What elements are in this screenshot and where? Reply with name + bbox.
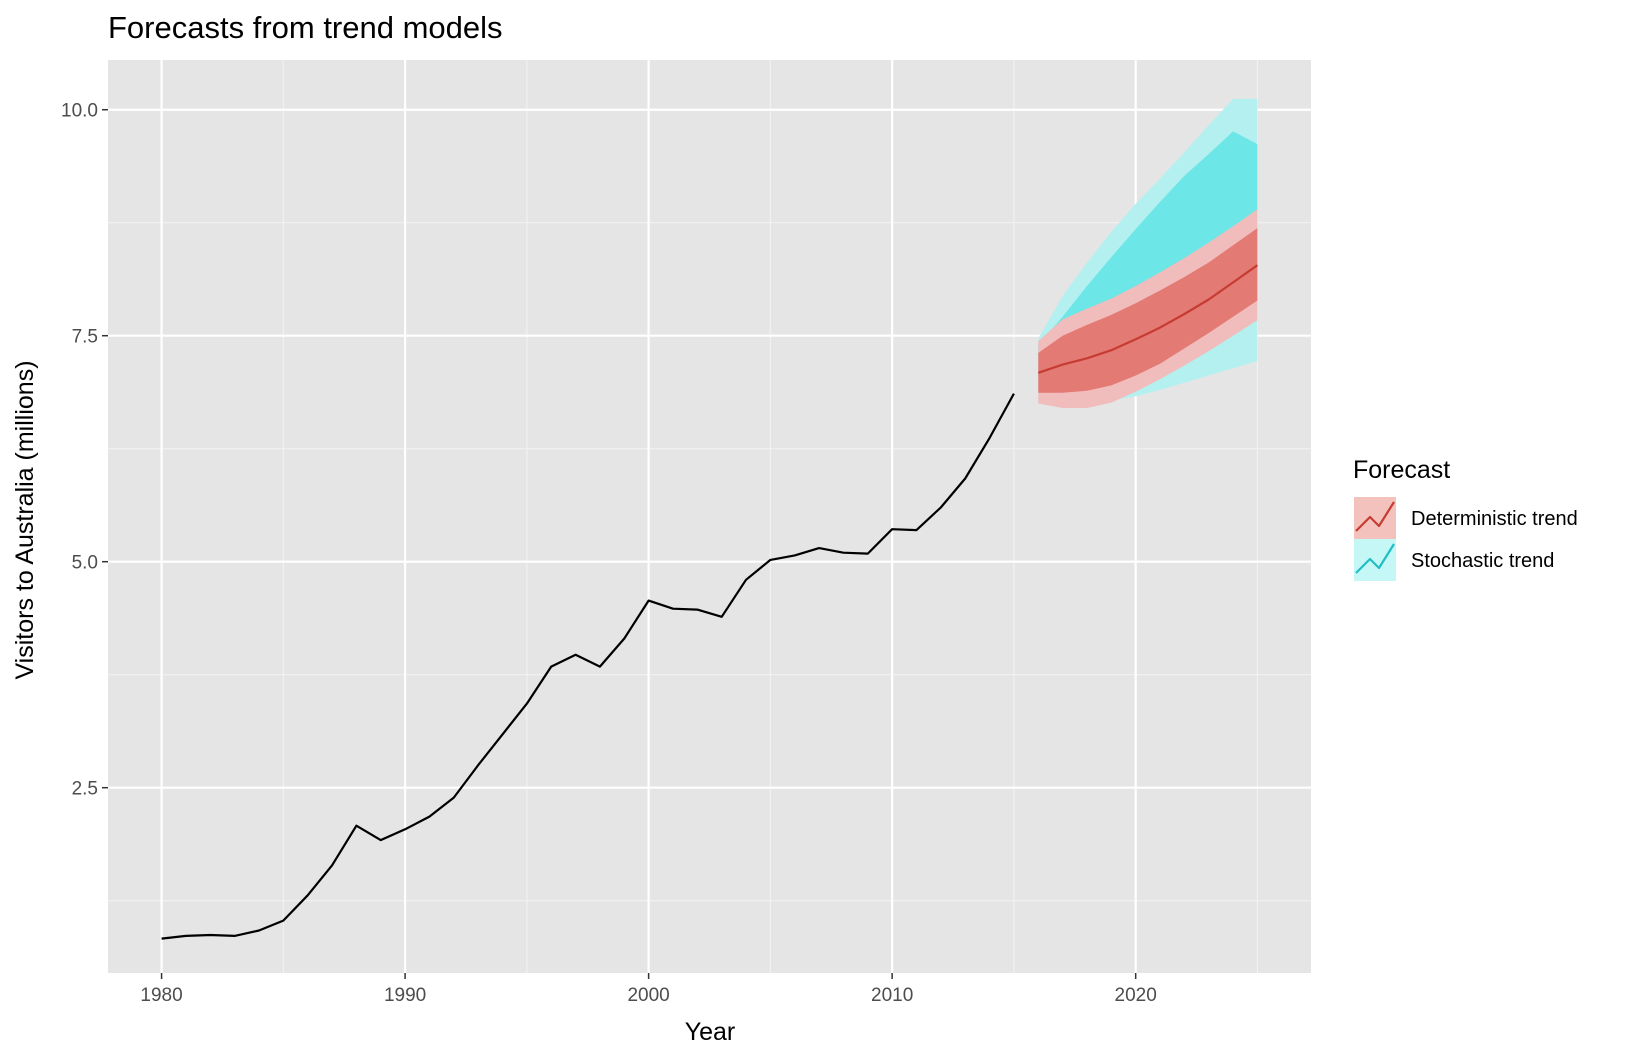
legend-key-line [1355,543,1395,574]
y-tick-label: 5.0 [72,553,98,574]
x-axis: 1980 1990 2000 2010 2020 [140,973,1157,1006]
x-axis-title: Year [685,1018,736,1046]
x-tick-label: 2020 [1115,985,1157,1006]
y-tick-label: 2.5 [72,779,98,800]
legend-label: Stochastic trend [1411,550,1554,572]
y-tick-label: 7.5 [72,327,98,348]
x-tick-label: 1980 [140,985,182,1006]
y-tick-label: 10.0 [61,101,98,122]
x-tick-label: 1990 [384,985,426,1006]
legend-title: Forecast [1353,456,1450,484]
legend-key-line [1355,501,1395,532]
deterministic-80-band [1038,228,1258,393]
x-tick-label: 2010 [871,985,913,1006]
chart-title: Forecasts from trend models [108,10,503,45]
deterministic-mean-line [1037,264,1259,374]
panel-background [108,60,1311,973]
legend-key-fill [1354,539,1396,581]
x-tick-label: 2000 [627,985,669,1006]
legend-label: Deterministic trend [1411,508,1578,530]
legend: Forecast Deterministic trend Stochastic t… [1353,456,1578,581]
historical-series-line [161,393,1015,940]
y-axis: 2.5 5.0 7.5 10.0 [61,101,108,800]
y-axis-title: Visitors to Australia (millions) [11,360,39,679]
plot-panel [108,60,1311,973]
legend-key-fill [1354,497,1396,539]
